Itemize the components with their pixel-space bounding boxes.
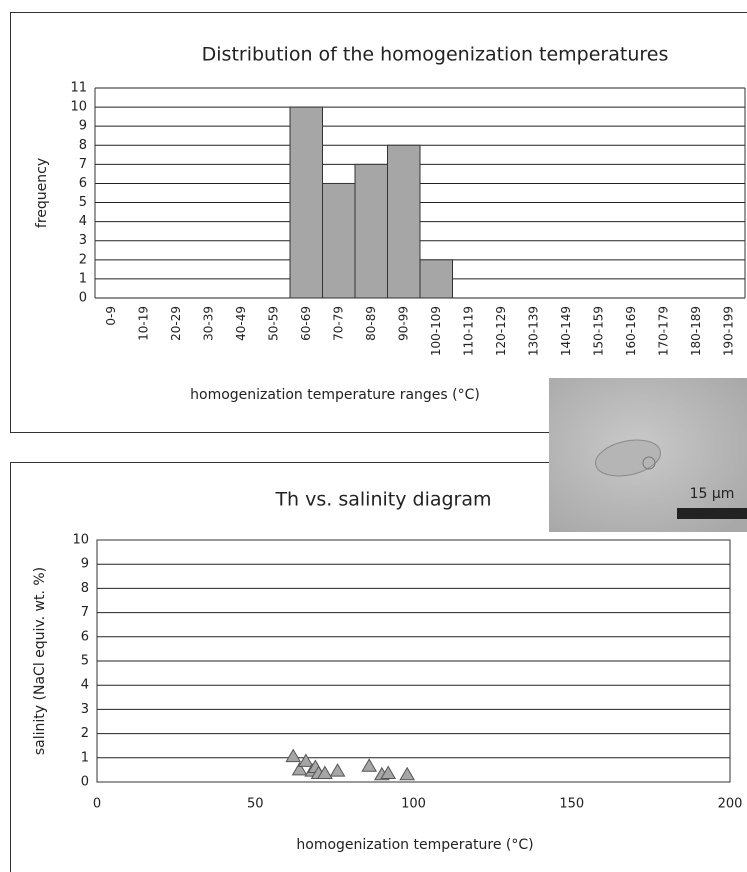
chart-title: Th vs. salinity diagram: [274, 489, 491, 511]
y-tick-label: 4: [81, 678, 89, 693]
x-tick-label: 190-199: [721, 306, 735, 356]
x-axis-label: homogenization temperature (°C): [296, 837, 533, 853]
x-tick-label: 50-59: [266, 306, 280, 341]
y-tick-label: 9: [79, 119, 87, 134]
x-tick-label: 170-179: [656, 306, 670, 356]
bar: [355, 164, 388, 298]
x-tick-label: 180-189: [689, 306, 703, 356]
x-tick-label: 200: [718, 797, 743, 812]
y-tick-label: 0: [79, 291, 87, 306]
figure: Distribution of the homogenization tempe…: [0, 0, 747, 872]
chart-title: Distribution of the homogenization tempe…: [202, 44, 669, 66]
scale-bar: [677, 508, 747, 519]
x-tick-label: 30-39: [201, 306, 215, 341]
y-tick-label: 8: [79, 138, 87, 153]
y-tick-label: 6: [79, 176, 87, 191]
y-tick-label: 5: [81, 654, 89, 669]
x-tick-label: 20-29: [169, 306, 183, 341]
x-tick-label: 0: [93, 797, 101, 812]
y-tick-label: 3: [79, 233, 87, 248]
bar: [388, 145, 421, 298]
x-tick-label: 90-99: [396, 306, 410, 341]
x-tick-label: 110-119: [461, 306, 475, 356]
x-tick-label: 70-79: [331, 306, 345, 341]
x-tick-label: 130-139: [526, 306, 540, 356]
y-tick-label: 1: [79, 271, 87, 286]
x-tick-label: 40-49: [234, 306, 248, 341]
y-tick-label: 1: [81, 750, 89, 765]
x-tick-label: 160-169: [624, 306, 638, 356]
bar: [323, 183, 356, 298]
x-tick-label: 150: [559, 797, 584, 812]
page: Distribution of the homogenization tempe…: [0, 0, 747, 872]
y-tick-label: 9: [81, 557, 89, 572]
x-tick-label: 0-9: [104, 306, 118, 326]
bar: [290, 107, 323, 298]
y-tick-label: 11: [70, 81, 87, 96]
bar: [420, 260, 453, 298]
y-axis-label: frequency: [34, 158, 50, 228]
x-axis-label: homogenization temperature ranges (°C): [190, 387, 480, 403]
y-tick-label: 10: [72, 533, 89, 548]
y-tick-label: 2: [81, 726, 89, 741]
x-tick-label: 100-109: [429, 306, 443, 356]
x-tick-label: 80-89: [364, 306, 378, 341]
y-tick-label: 3: [81, 702, 89, 717]
x-tick-label: 50: [247, 797, 264, 812]
scale-label: 15 µm: [690, 486, 735, 502]
y-tick-label: 7: [81, 605, 89, 620]
y-tick-label: 2: [79, 252, 87, 267]
y-tick-label: 4: [79, 214, 87, 229]
y-tick-label: 10: [70, 100, 87, 115]
y-tick-label: 5: [79, 195, 87, 210]
y-tick-label: 8: [81, 581, 89, 596]
x-tick-label: 140-149: [559, 306, 573, 356]
y-tick-label: 0: [81, 775, 89, 790]
x-tick-label: 60-69: [299, 306, 313, 341]
x-tick-label: 120-129: [494, 306, 508, 356]
y-tick-label: 7: [79, 157, 87, 172]
x-tick-label: 10-19: [136, 306, 150, 341]
y-tick-label: 6: [81, 629, 89, 644]
y-axis-label: salinity (NaCl equiv. wt. %): [32, 567, 48, 755]
x-tick-label: 150-159: [591, 306, 605, 356]
x-tick-label: 100: [401, 797, 426, 812]
